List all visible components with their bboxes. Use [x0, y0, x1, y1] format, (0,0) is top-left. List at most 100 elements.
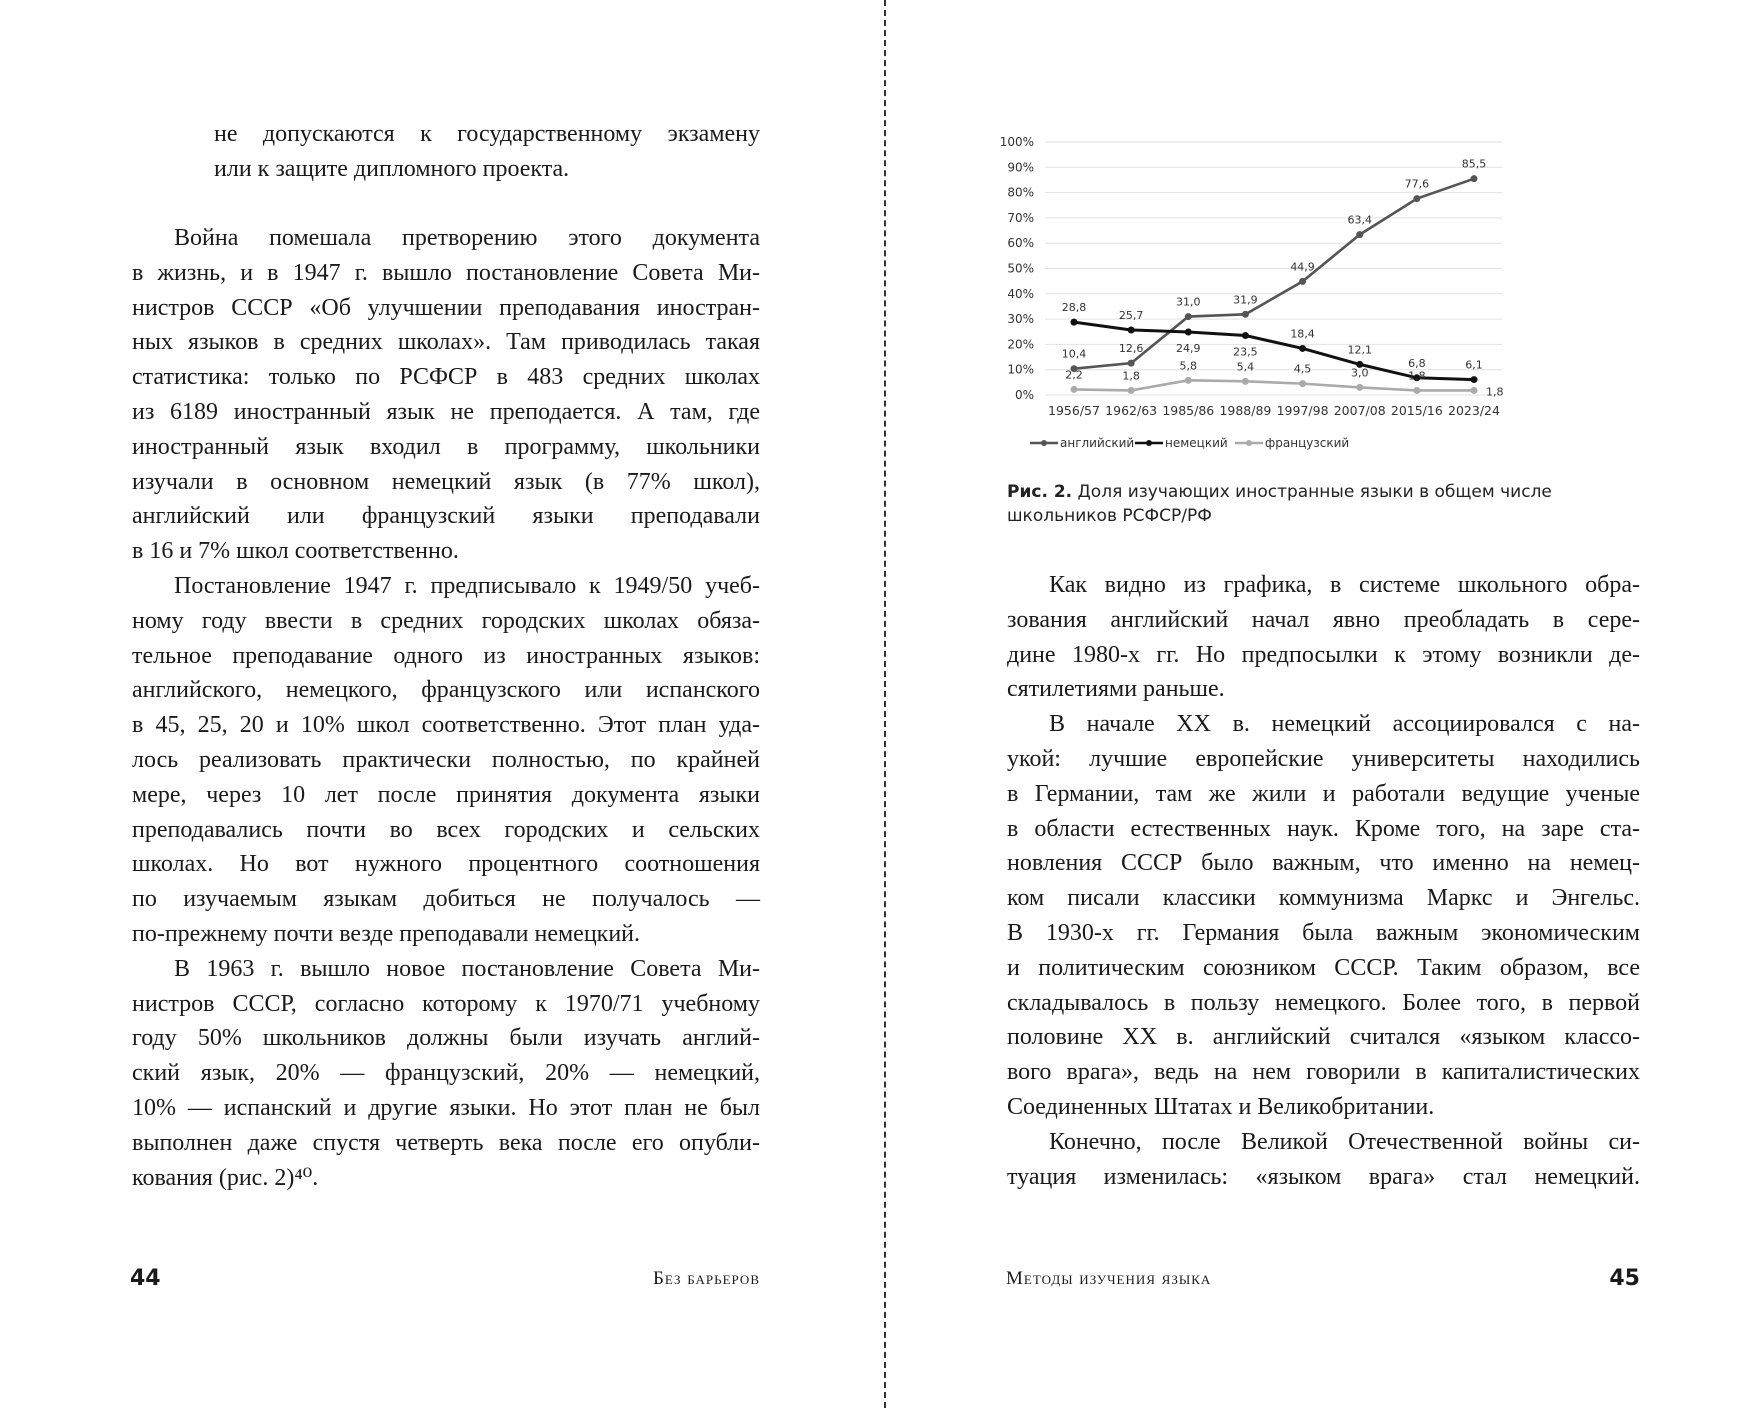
data-label: 23,5 [1233, 346, 1258, 359]
text-line: и политическим союзником СССР. Таким обр… [1007, 954, 1640, 981]
text-line: тельное преподавание одного из иностранн… [132, 642, 760, 669]
text-line: В начале XX в. немецкий ассоциировался с… [1049, 711, 1640, 738]
data-label: 31,9 [1233, 293, 1258, 306]
data-point [1241, 332, 1249, 340]
text-line: нистров СССР, согласно которому к 1970/7… [132, 990, 760, 1017]
data-label: 44,9 [1290, 260, 1315, 273]
page-number-left: 44 [130, 1266, 161, 1291]
data-point [1184, 328, 1192, 336]
text-line: новления СССР было важным, что именно на… [1007, 850, 1640, 877]
y-tick-label: 90% [1007, 160, 1034, 174]
data-point [1299, 344, 1307, 352]
data-point [1356, 383, 1364, 391]
y-tick-label: 30% [1007, 312, 1034, 326]
text-line: английский или французский языки препода… [132, 503, 760, 530]
running-head-right: Методы изучения языка [1006, 1268, 1212, 1289]
x-tick-label: 1956/57 [1048, 403, 1100, 418]
legend-marker [1246, 440, 1252, 446]
data-label: 2,2 [1065, 368, 1083, 381]
text-line: по изучаемым языкам добиться не получало… [132, 886, 760, 913]
data-point [1470, 386, 1478, 394]
x-tick-label: 2015/16 [1391, 403, 1443, 418]
data-label: 12,6 [1119, 342, 1144, 355]
legend-label: немецкий [1165, 436, 1228, 450]
x-tick-label: 2007/08 [1334, 403, 1386, 418]
line-chart: 0% 10% 20% 30% 40% 50% 60% 70% 80% 90% 100% 1956/57… [1000, 135, 1504, 450]
text-line: Как видно из графика, в системе школьног… [1049, 572, 1640, 598]
y-tick-label: 60% [1007, 236, 1034, 250]
data-label: 1,8 [1486, 385, 1504, 398]
right-page-body: Как видно из графика, в системе школьног… [1007, 568, 1640, 1194]
data-label: 10,4 [1062, 348, 1087, 361]
data-point [1241, 377, 1249, 385]
caption-label: Рис. 2. [1007, 482, 1073, 502]
text-line: статистика: только по РСФСР в 483 средни… [132, 364, 760, 391]
text-line: выполнен даже спустя четверть века после… [132, 1129, 760, 1156]
data-label: 1,8 [1122, 369, 1140, 382]
x-tick-label: 1997/98 [1277, 403, 1329, 418]
text-line: по-прежнему почти везде преподавали неме… [132, 920, 641, 947]
x-tick-label: 1985/86 [1162, 403, 1214, 418]
data-point [1184, 313, 1192, 321]
data-point [1070, 385, 1078, 393]
data-point [1127, 386, 1135, 394]
text-line: из 6189 иностранный язык не преподается.… [132, 398, 760, 425]
text-line: Соединенных Штатах и Великобритании. [1007, 1093, 1435, 1120]
data-label: 24,9 [1176, 342, 1201, 355]
text-line: 10% — испанский и другие языки. Но этот … [132, 1094, 760, 1121]
left-page-body: Война помешала претворению этого докумен… [132, 221, 760, 1195]
page-number-right: 45 [1609, 1266, 1640, 1291]
text-line: Конечно, после Великой Отечественной вой… [1049, 1128, 1640, 1155]
data-label: 31,0 [1176, 296, 1201, 309]
text-line: или к защите дипломного проекта. [214, 155, 570, 182]
data-point [1470, 175, 1478, 183]
text-line: году 50% школьников должны были изучать … [132, 1025, 760, 1052]
text-line: сятилетиями раньше. [1007, 676, 1225, 703]
figure-caption: Рис. 2. Доля изучающих иностранные языки… [1007, 480, 1647, 528]
data-point [1356, 231, 1364, 239]
data-label: 85,5 [1462, 158, 1487, 171]
text-line: не допускаются к государственному экзаме… [214, 121, 760, 147]
data-point [1184, 376, 1192, 384]
data-label: 5,4 [1237, 360, 1255, 373]
text-line: туация изменилась: «языком врага» стал н… [1007, 1163, 1640, 1190]
data-label: 6,8 [1408, 357, 1426, 370]
data-label: 18,4 [1290, 327, 1315, 340]
text-line: В 1930-х гг. Германия была важным эконом… [1007, 919, 1640, 946]
x-tick-label: 1962/63 [1105, 403, 1157, 418]
text-line: вого врага», ведь на нем говорили в капи… [1007, 1059, 1640, 1086]
text-line: в Германии, там же жили и работали ведущ… [1007, 780, 1640, 807]
y-tick-label: 0% [1015, 388, 1034, 402]
text-line: мере, через 10 лет после принятия докуме… [132, 781, 760, 808]
data-point [1299, 277, 1307, 285]
data-point [1356, 360, 1364, 368]
text-line: в 45, 25, 20 и 10% школ соответственно. … [132, 712, 760, 739]
text-line: в 16 и 7% школ соответственно. [132, 538, 459, 565]
data-point [1413, 195, 1421, 203]
data-point [1070, 318, 1078, 326]
text-line: в области естественных наук. Кроме того,… [1007, 815, 1640, 842]
data-label: 5,8 [1180, 359, 1198, 372]
data-label: 1,8 [1408, 369, 1426, 382]
y-tick-label: 50% [1007, 262, 1034, 276]
series-line-2 [1073, 379, 1474, 392]
y-tick-label: 10% [1007, 363, 1034, 377]
text-line: зования английский начал явно преобладат… [1007, 606, 1640, 633]
data-label: 28,8 [1062, 301, 1087, 314]
data-label: 6,1 [1465, 359, 1483, 372]
text-line: ский язык, 20% — французский, 20% — неме… [132, 1060, 760, 1087]
text-line: половине XX в. английский считался «язык… [1007, 1024, 1640, 1051]
x-tick-label: 2023/24 [1448, 403, 1500, 418]
legend-marker [1146, 440, 1152, 446]
legend-marker [1041, 440, 1047, 446]
data-label: 77,6 [1405, 178, 1430, 191]
text-line: школах. Но вот нужного процентного соотн… [132, 851, 760, 878]
data-point [1241, 310, 1249, 318]
data-label: 63,4 [1347, 214, 1372, 227]
text-line: в жизнь, и в 1947 г. вышло постановление… [132, 259, 760, 286]
data-point [1470, 376, 1478, 384]
data-label: 12,1 [1347, 343, 1372, 356]
y-tick-label: 80% [1007, 186, 1034, 200]
text-line: изучали в основном немецкий язык (в 77% … [132, 468, 760, 495]
text-line: Постановление 1947 г. предписывало к 194… [174, 572, 760, 599]
